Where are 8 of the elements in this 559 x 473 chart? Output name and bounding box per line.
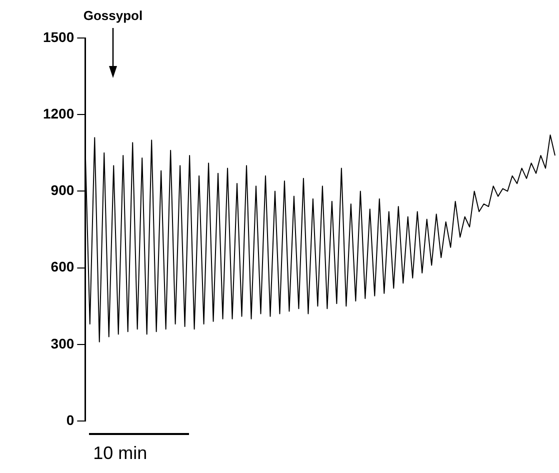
y-tick-label: 600: [50, 258, 74, 275]
y-tick-label: 1200: [42, 105, 74, 122]
y-tick-label: 1500: [42, 28, 74, 45]
text: 10 min: [93, 443, 148, 464]
y-tick-label: 0: [66, 412, 74, 428]
y-tick-label: 300: [50, 335, 74, 352]
y-tick-label: 900: [50, 182, 74, 198]
text: Gossypol: [83, 8, 143, 23]
